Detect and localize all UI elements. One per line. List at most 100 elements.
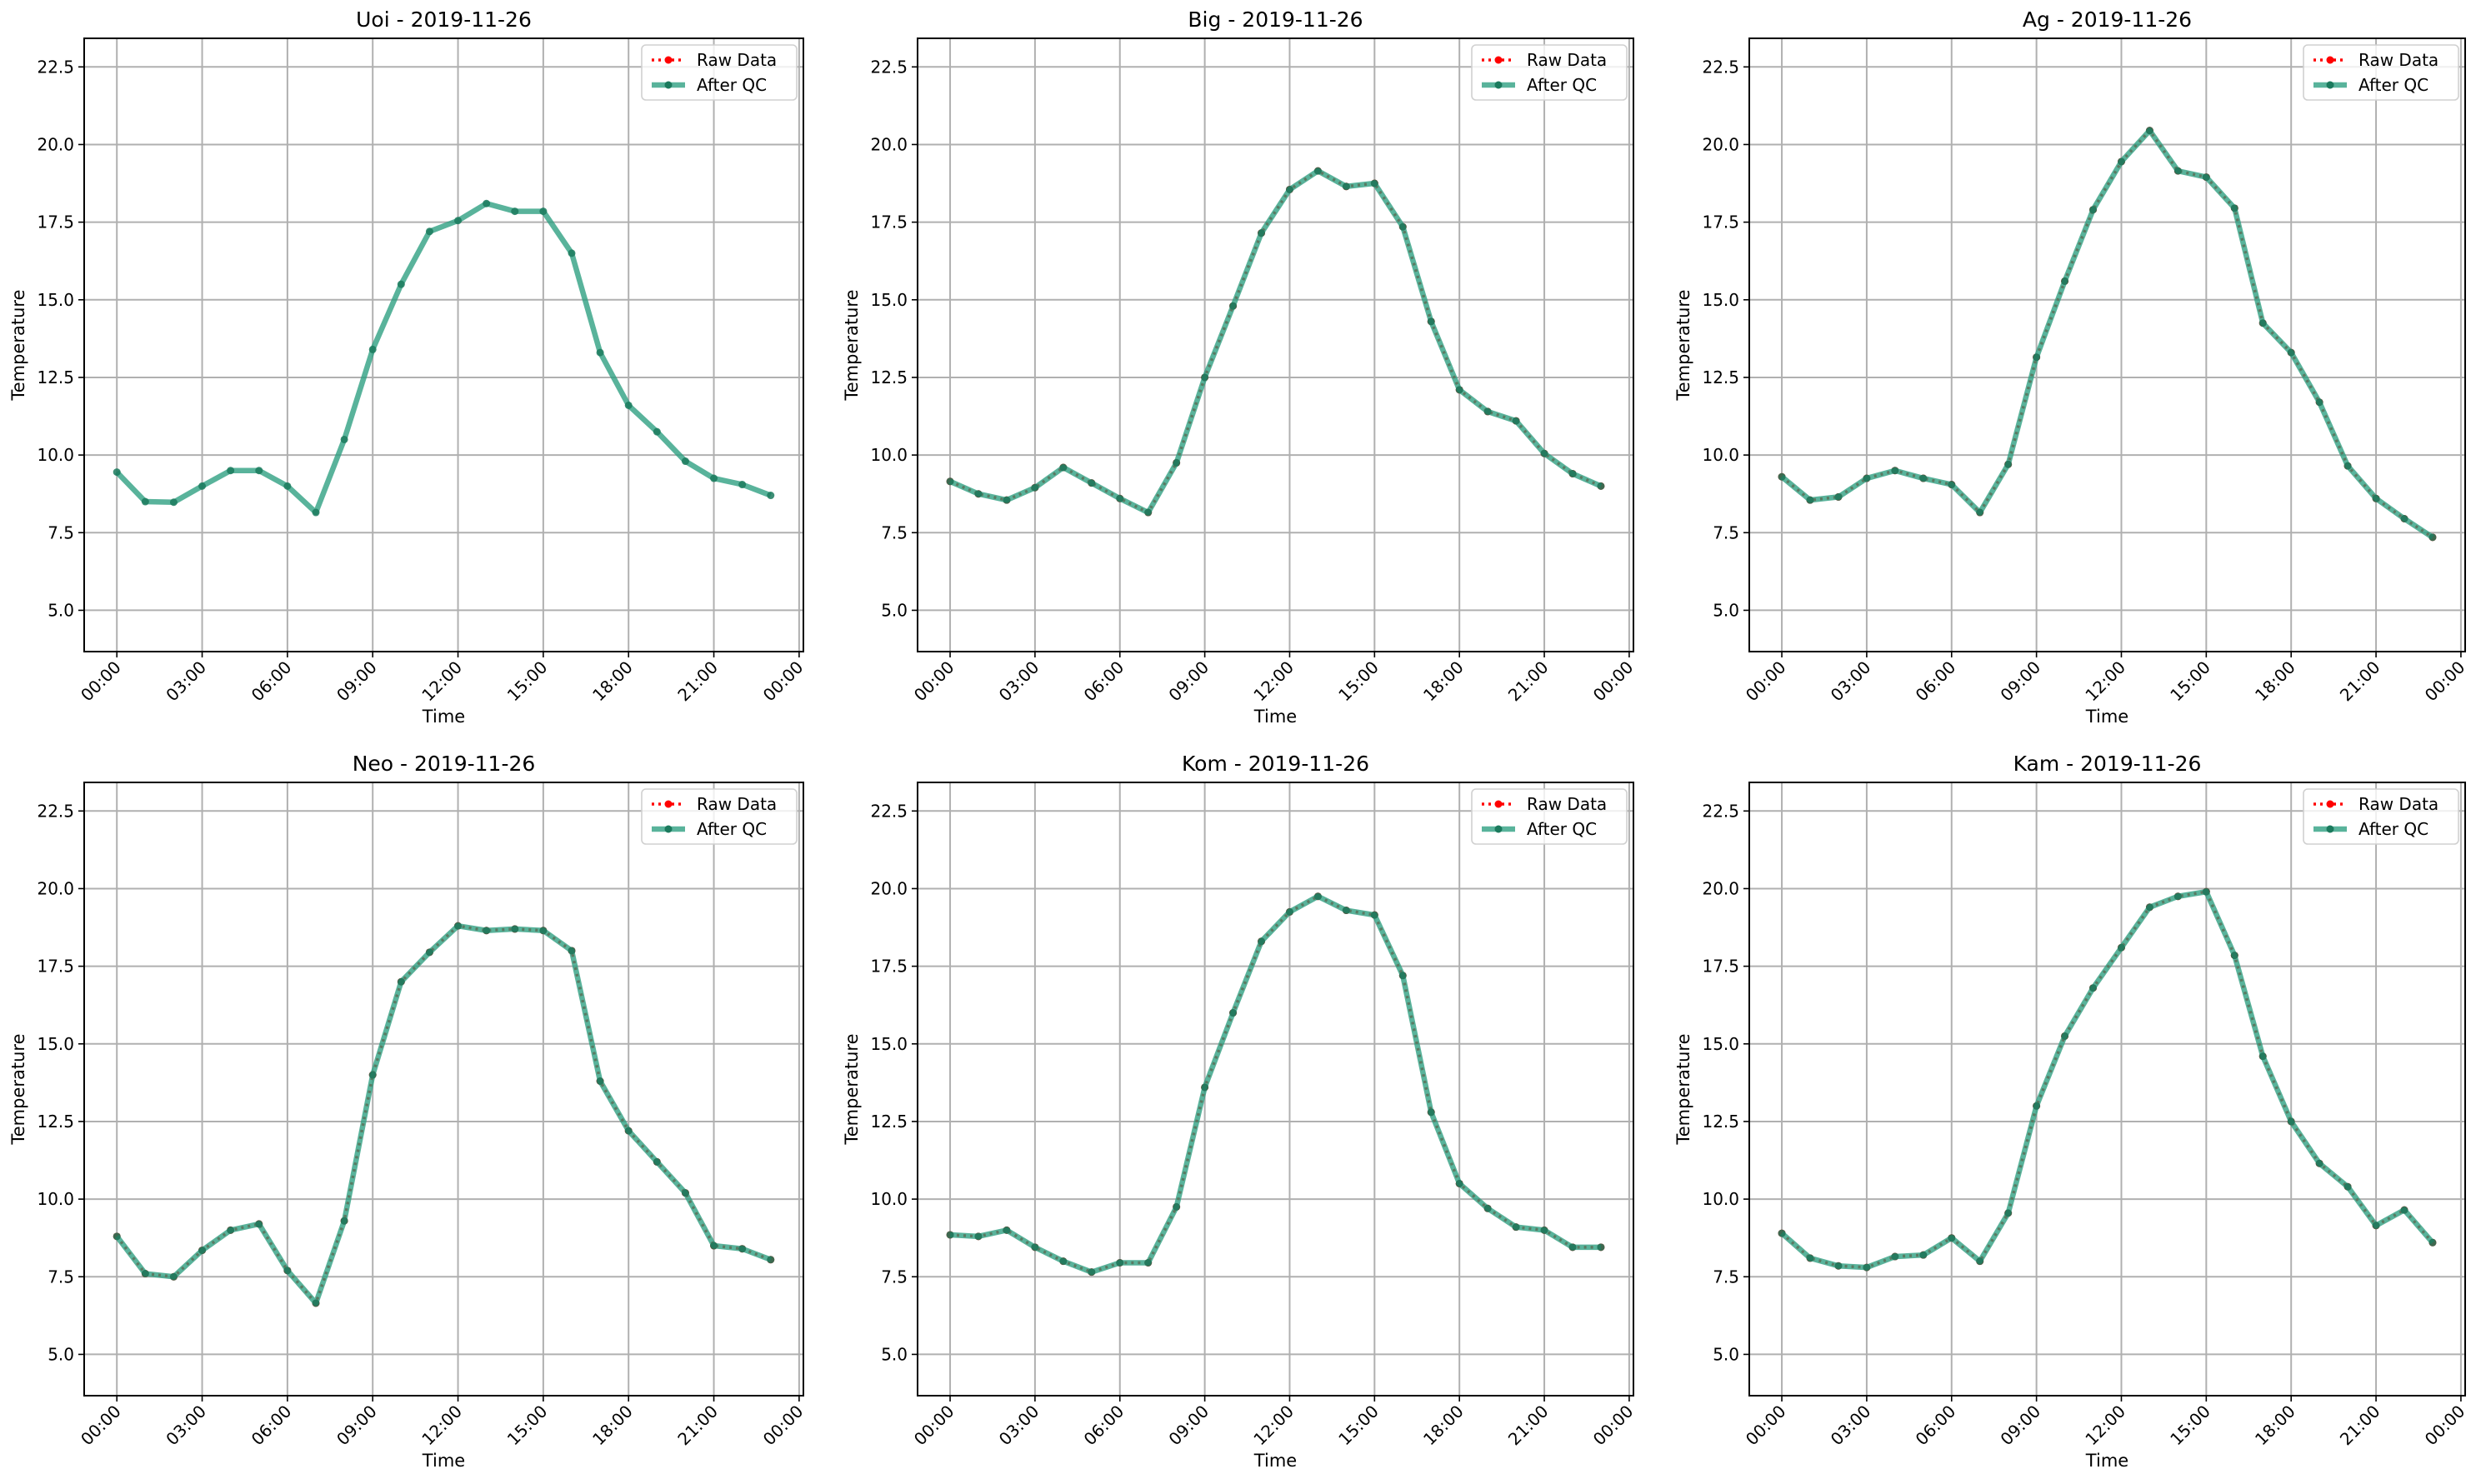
after-qc-point [1370, 911, 1378, 919]
after-qc-point [2372, 1222, 2380, 1230]
x-tick-label: 12:00 [418, 1402, 466, 1450]
y-tick-label: 17.5 [37, 957, 74, 977]
after-qc-point [141, 497, 149, 506]
subplot-title: Uoi - 2019-11-26 [356, 7, 532, 32]
y-axis-label: Temperature [1673, 289, 1693, 401]
legend: Raw Data After QC [1471, 44, 1628, 101]
x-tick-label: 09:00 [333, 657, 381, 706]
after-qc-point [1173, 458, 1181, 467]
after-qc-point [1891, 1252, 1899, 1261]
after-qc-point [397, 977, 405, 986]
after-qc-point [2145, 903, 2153, 912]
x-tick-label: 09:00 [1164, 657, 1213, 706]
after-qc-point [368, 1071, 377, 1079]
y-tick-label: 22.5 [37, 57, 74, 77]
y-tick-label: 22.5 [870, 57, 908, 77]
y-tick-label: 12.5 [1702, 367, 1739, 387]
y-tick-label: 7.5 [1713, 522, 1739, 542]
after-qc-point [1948, 481, 1956, 489]
legend-raw-marker [1494, 800, 1503, 808]
x-tick-label: 21:00 [2336, 1402, 2384, 1450]
legend: Raw Data After QC [2303, 788, 2459, 845]
y-tick-label: 12.5 [37, 1112, 74, 1132]
after-qc-point [227, 467, 235, 475]
after-qc-point [1201, 373, 1209, 382]
legend-label-qc: After QC [2358, 819, 2428, 839]
x-tick-label: 21:00 [2336, 657, 2384, 706]
axes-frame [917, 37, 1634, 652]
after-qc-point [2315, 1159, 2323, 1167]
after-qc-point [1313, 892, 1322, 901]
after-qc-point [568, 947, 576, 955]
x-axis-label: Time [422, 707, 465, 727]
after-qc-point [1483, 407, 1492, 416]
subplot-title: Ag - 2019-11-26 [2023, 7, 2192, 32]
y-tick-label: 20.0 [870, 134, 908, 154]
after-qc-point [2230, 204, 2238, 212]
axes-frame [1748, 37, 2466, 652]
y-tick-label: 7.5 [881, 1267, 908, 1287]
after-qc-point [1597, 482, 1605, 490]
after-qc-point [1597, 1243, 1605, 1252]
x-tick-label: 00:00 [2421, 1402, 2469, 1450]
after-qc-point [2287, 348, 2295, 357]
legend-raw-marker [664, 56, 673, 64]
subplot-kom: 5.0 7.5 10.0 12.5 15.0 17.5 20.0 22.5 00:00 03:00… [842, 752, 1637, 1471]
x-tick-label: 00:00 [1589, 657, 1638, 706]
after-qc-point [2004, 460, 2013, 468]
legend-label-qc: After QC [697, 819, 767, 839]
y-tick-label: 10.0 [870, 1189, 908, 1209]
y-tick-label: 12.5 [870, 367, 908, 387]
x-tick-label: 21:00 [673, 657, 722, 706]
y-tick-label: 20.0 [37, 134, 74, 154]
x-tick-label: 15:00 [503, 657, 552, 706]
after-qc-point [2173, 167, 2182, 175]
y-tick-label: 12.5 [37, 367, 74, 387]
after-qc-point [946, 1231, 954, 1239]
x-tick-label: 18:00 [588, 657, 637, 706]
y-tick-label: 7.5 [881, 522, 908, 542]
x-tick-label: 00:00 [2421, 657, 2469, 706]
after-qc-point [2202, 173, 2210, 182]
after-qc-point [113, 1232, 121, 1241]
subplot-title: Kam - 2019-11-26 [2013, 752, 2202, 776]
after-qc-point [946, 477, 954, 486]
y-tick-label: 15.0 [870, 1034, 908, 1054]
x-tick-label: 15:00 [1334, 1402, 1383, 1450]
after-qc-point [1229, 302, 1238, 310]
x-tick-label: 03:00 [1827, 657, 1875, 706]
after-qc-point [312, 1299, 320, 1307]
x-tick-label: 12:00 [418, 657, 466, 706]
x-tick-label: 03:00 [162, 1402, 210, 1450]
x-axis-label: Time [2085, 707, 2128, 727]
after-qc-point [169, 498, 178, 507]
after-qc-point [1948, 1234, 1956, 1242]
after-qc-point [2343, 462, 2352, 470]
after-qc-point [1483, 1204, 1492, 1212]
y-tick-label: 17.5 [1702, 957, 1739, 977]
after-qc-point [568, 249, 576, 257]
after-qc-point [227, 1226, 235, 1234]
x-axis-label: Time [1253, 1451, 1297, 1471]
after-qc-point [1398, 972, 1407, 980]
after-qc-point [2400, 1206, 2408, 1214]
after-qc-point [169, 1272, 178, 1281]
after-qc-point [1863, 1263, 1871, 1272]
after-qc-point [1173, 1202, 1181, 1211]
after-qc-point [1398, 222, 1407, 231]
after-qc-point [1540, 449, 1548, 457]
after-qc-point [1229, 1009, 1238, 1017]
legend: Raw Data After QC [2303, 44, 2459, 101]
y-tick-label: 22.5 [870, 801, 908, 821]
after-qc-point [539, 927, 548, 935]
after-qc-point [1088, 1268, 1096, 1277]
after-qc-point [1455, 1179, 1463, 1187]
x-axis-label: Time [422, 1451, 465, 1471]
legend-label-raw: Raw Data [697, 794, 777, 814]
after-qc-point [1285, 185, 1293, 193]
legend-qc-marker [2326, 825, 2334, 833]
after-qc-point [397, 280, 405, 288]
after-qc-point [2033, 1102, 2041, 1110]
after-qc-point [1059, 463, 1068, 472]
after-qc-point [974, 490, 983, 498]
